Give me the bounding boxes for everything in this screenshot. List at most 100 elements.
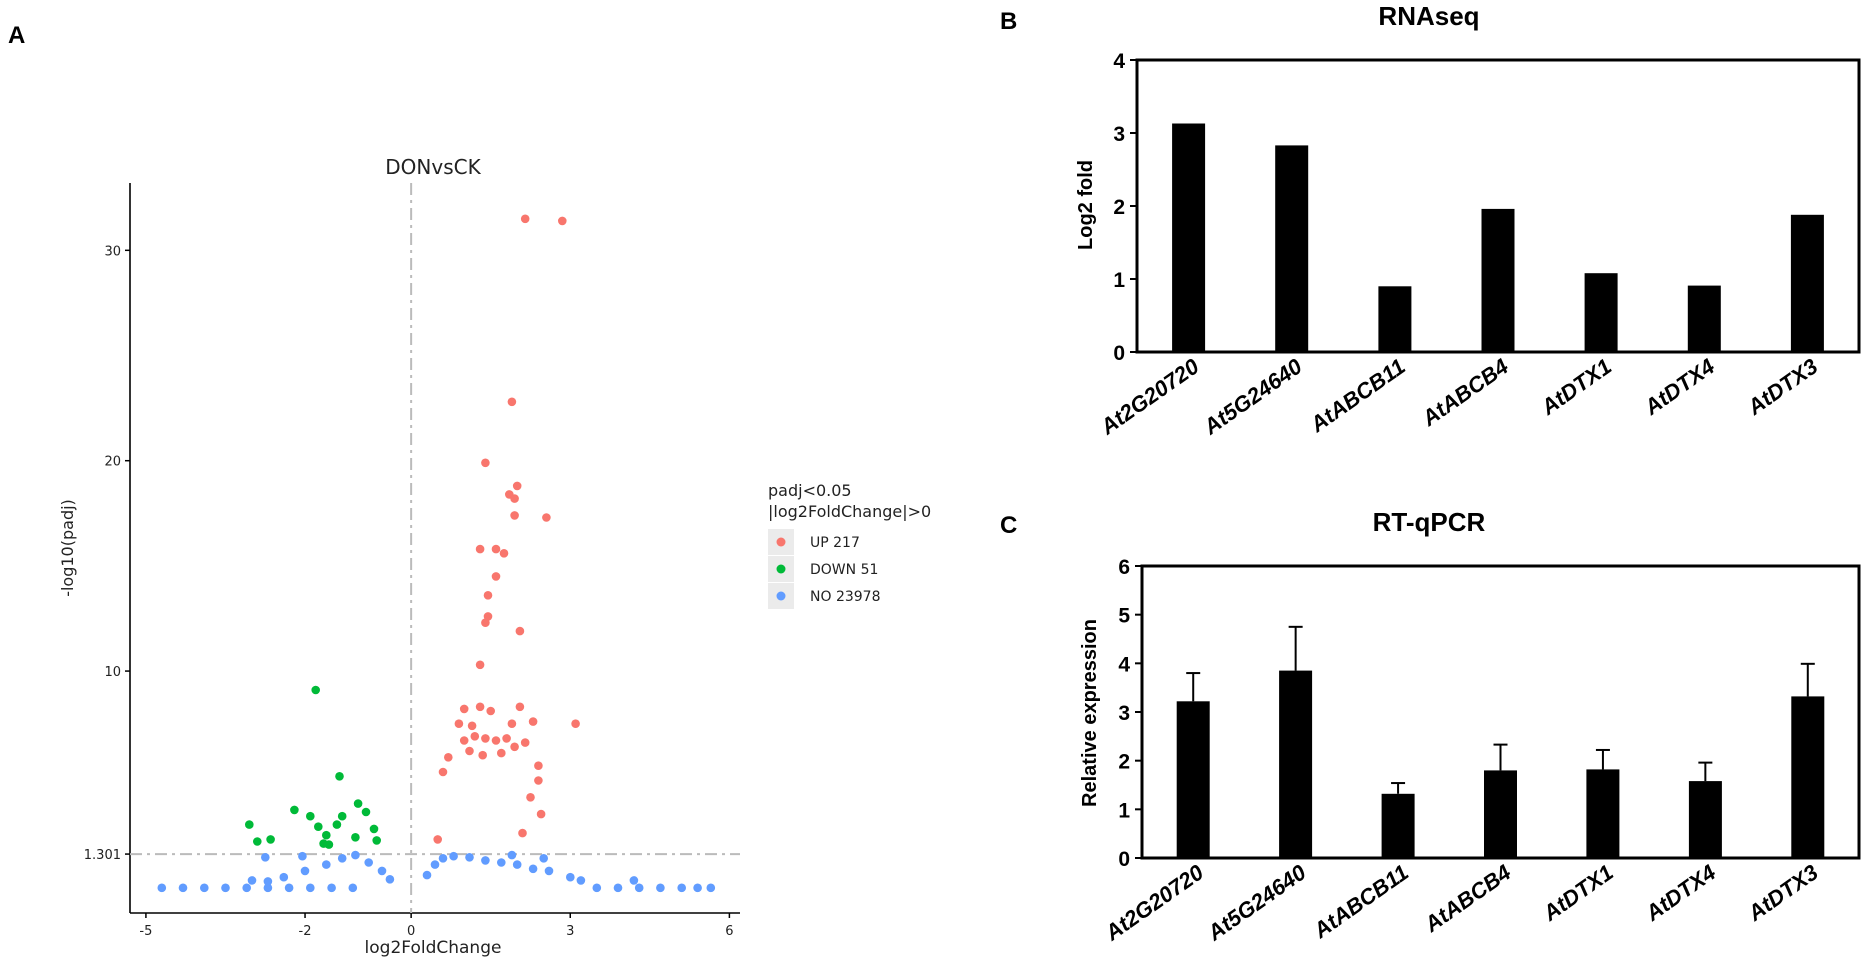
legend-label-no: NO 23978 [810, 589, 880, 605]
volcano-point-no [566, 872, 575, 882]
volcano-legend: padj<0.05 |log2FoldChange|>0 UP 217 DOWN… [768, 481, 931, 609]
volcano-point-up [475, 544, 485, 554]
volcano-point-up [481, 618, 490, 627]
volcano-point-up [507, 719, 517, 728]
volcano-points [157, 214, 716, 893]
legend-title-line2: |log2FoldChange|>0 [768, 502, 931, 521]
volcano-point-no [364, 858, 374, 867]
volcano-point-no [497, 858, 506, 867]
volcano-point-up [558, 216, 567, 226]
volcano-point-no [300, 866, 310, 876]
volcano-point-up [526, 793, 535, 802]
volcano-point-down [306, 811, 315, 821]
bar [1378, 286, 1412, 352]
volcano-point-up [510, 511, 519, 520]
category-label: AtABCB11 [1305, 354, 1410, 438]
y-tick-label: 5 [1118, 605, 1130, 628]
bar [1481, 208, 1515, 352]
volcano-point-up [475, 660, 485, 670]
volcano-point-down [245, 820, 254, 829]
volcano-point-up [433, 835, 443, 844]
volcano-point-no [576, 876, 586, 885]
category-label: AtDTX4 [1640, 860, 1720, 927]
volcano-point-down [351, 833, 360, 842]
volcano-point-down [290, 805, 299, 815]
volcano-point-no [298, 851, 307, 861]
volcano-point-up [542, 513, 551, 522]
volcano-point-down [252, 837, 262, 846]
volcano-point-up [438, 767, 448, 777]
bar [1791, 696, 1825, 858]
volcano-point-no [656, 883, 665, 893]
category-label: AtABCB4 [1417, 354, 1513, 432]
volcano-point-up [497, 748, 506, 758]
volcano-point-down [337, 811, 347, 821]
category-label: AtDTX1 [1536, 354, 1616, 421]
volcano-point-no [327, 883, 336, 893]
y-tick-label: 1 [1113, 269, 1125, 292]
volcano-point-up [459, 736, 469, 745]
bar [1790, 214, 1824, 352]
volcano-point-no [544, 866, 554, 876]
volcano-point-up [444, 753, 453, 762]
panel-label-c: C [1000, 512, 1017, 539]
volcano-point-no [677, 883, 686, 893]
legend-title-line1: padj<0.05 [768, 481, 852, 500]
bar [1687, 285, 1721, 352]
volcano-point-up [499, 549, 509, 558]
volcano-point-no [629, 876, 639, 885]
bar [1586, 769, 1620, 858]
rnaseq-bars [1172, 123, 1824, 352]
volcano-point-no [178, 883, 188, 893]
y-tick-label: 4 [1118, 653, 1130, 676]
volcano-point-up [459, 704, 469, 714]
volcano-point-no [221, 883, 230, 893]
volcano-point-up [481, 458, 490, 468]
volcano-point-up [454, 719, 464, 728]
bar [1688, 781, 1722, 858]
volcano-point-no [634, 883, 644, 893]
rnaseq-title: RNAseq [1378, 1, 1479, 31]
category-label: At5G24640 [1202, 859, 1311, 946]
volcano-y-tick-label: 30 [104, 244, 121, 259]
volcano-point-no [157, 883, 167, 893]
category-label: AtABCB4 [1419, 860, 1515, 938]
volcano-point-no [693, 883, 702, 893]
legend-key-down [776, 564, 786, 574]
legend-label-down: DOWN 51 [810, 562, 878, 578]
panel-label-a: A [8, 22, 25, 49]
panel-label-b: B [1000, 8, 1017, 35]
y-tick-label: 4 [1113, 50, 1125, 73]
volcano-title: DONvsCK [385, 155, 481, 179]
rtqpcr-bars [1176, 625, 1825, 858]
volcano-y-tick-label: 20 [104, 455, 121, 470]
volcano-point-up [512, 481, 522, 491]
volcano-point-down [361, 807, 371, 817]
volcano-x-tick-label: -5 [139, 924, 152, 939]
volcano-point-no [351, 850, 360, 860]
volcano-point-no [422, 870, 432, 880]
volcano-point-up [520, 214, 530, 224]
y-tick-label: 0 [1113, 342, 1125, 365]
volcano-point-up [507, 397, 517, 407]
volcano-point-no [481, 856, 490, 865]
bar [1584, 273, 1618, 352]
volcano-point-up [481, 734, 490, 743]
volcano-y-tick-label: 10 [104, 665, 121, 680]
legend-label-up: UP 217 [810, 535, 860, 551]
volcano-point-up [502, 734, 511, 743]
rnaseq-ylabel: Log2 fold [1075, 160, 1097, 250]
volcano-point-up [571, 719, 580, 728]
volcano-point-no [337, 854, 347, 863]
category-label: AtDTX1 [1538, 860, 1618, 927]
rnaseq-ticks: 0 1 2 3 4 [1113, 50, 1137, 365]
volcano-point-no [322, 860, 331, 869]
volcano-point-no [613, 883, 623, 893]
bar [1176, 701, 1210, 858]
volcano-point-down [332, 820, 342, 829]
volcano-point-no [284, 883, 294, 893]
y-tick-label: 1 [1118, 799, 1130, 822]
